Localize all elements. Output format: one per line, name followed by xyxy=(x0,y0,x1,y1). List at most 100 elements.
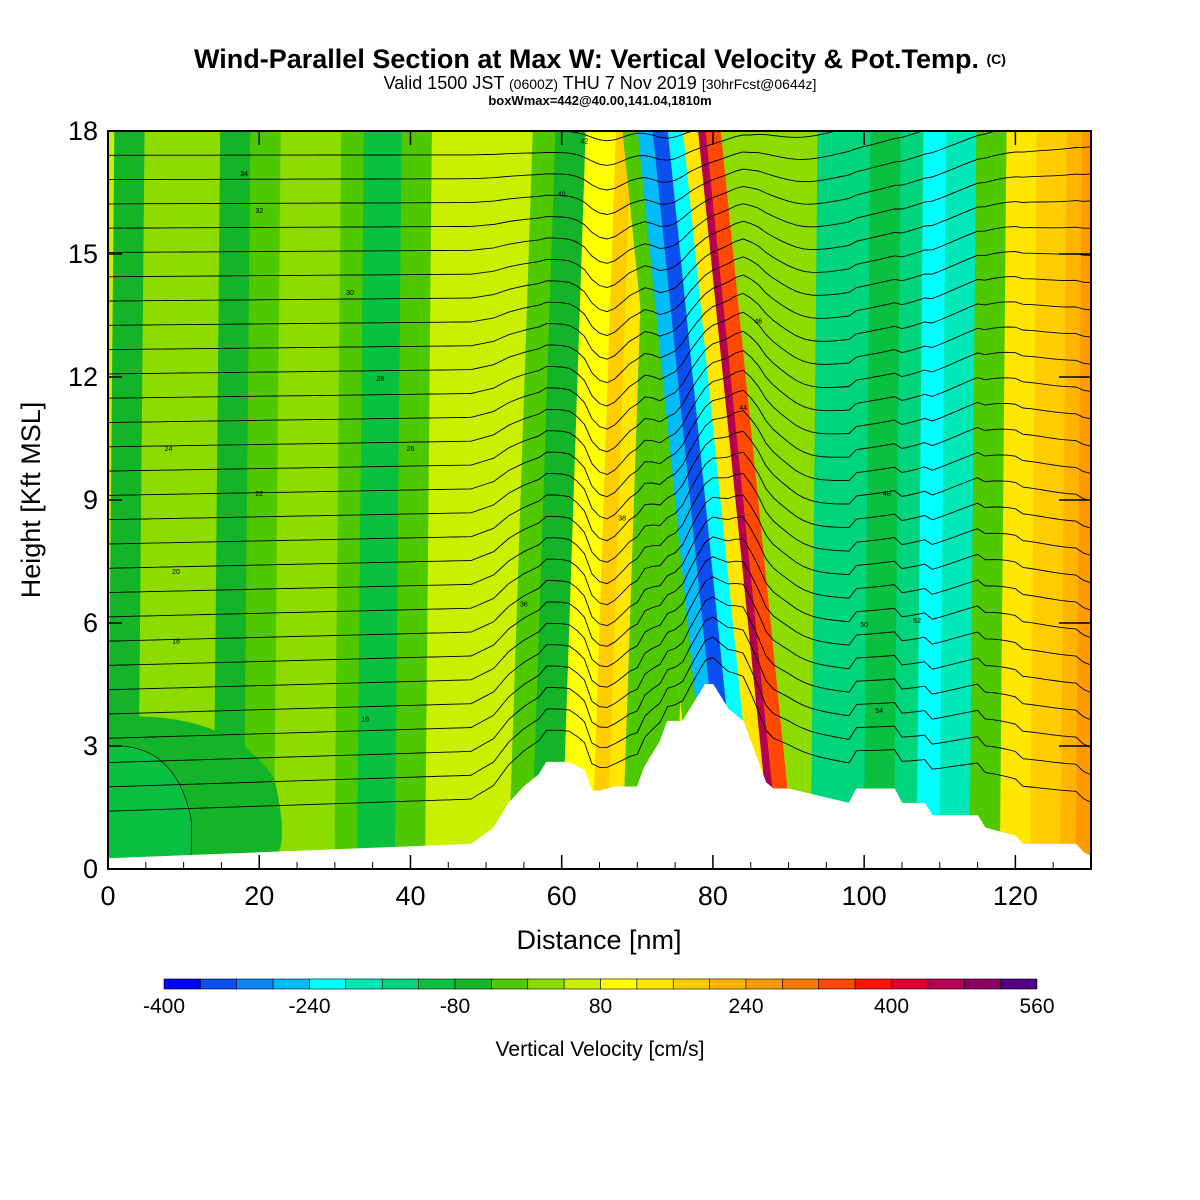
velocity-band xyxy=(720,131,819,869)
theta-contour xyxy=(108,556,1091,691)
velocity-field xyxy=(108,131,1091,869)
y-tick-label: 3 xyxy=(83,731,98,761)
x-tick-label: 120 xyxy=(993,881,1038,911)
theta-contour-label: 40 xyxy=(558,192,566,199)
terrain-mask xyxy=(108,684,1091,869)
chart-title-main: Wind-Parallel Section at Max W: Vertical… xyxy=(194,44,979,74)
terrain xyxy=(108,684,1091,869)
x-axis: 0 20 40 60 80 100 120 xyxy=(100,131,1054,911)
theta-contour xyxy=(108,536,1091,666)
chart-title: Wind-Parallel Section at Max W: Vertical… xyxy=(0,44,1200,74)
colorbar-swatch xyxy=(672,978,710,990)
theta-contour xyxy=(108,516,1091,642)
theta-contour-label: 42 xyxy=(580,138,588,145)
y-tick-label: 9 xyxy=(83,485,98,515)
theta-contour xyxy=(108,576,1091,715)
theta-contour-label: 22 xyxy=(255,491,263,498)
theta-contour-label: 18 xyxy=(172,639,180,646)
theta-contour-label: 30 xyxy=(346,290,354,297)
velocity-band xyxy=(357,131,403,869)
theta-contour-label: 34 xyxy=(240,171,248,178)
colorbar-title: Vertical Velocity [cm/s] xyxy=(495,1038,705,1061)
theta-contour xyxy=(108,430,1091,545)
theta-contour xyxy=(108,410,1091,521)
theta-contour-label: 26 xyxy=(407,446,415,453)
x-tick-label: 0 xyxy=(100,881,115,911)
theta-contour-label: 20 xyxy=(172,569,180,576)
colorbar-swatch xyxy=(527,978,565,990)
velocity-band xyxy=(485,131,534,869)
colorbar-swatch xyxy=(163,978,201,990)
velocity-band xyxy=(652,131,744,869)
velocity-band xyxy=(455,131,494,869)
colorbar-swatch xyxy=(782,978,820,990)
x-tick-label: 100 xyxy=(842,881,887,911)
box-info: boxWmax=442@40.00,141.04,1810m xyxy=(488,93,712,108)
velocity-band xyxy=(606,131,648,869)
velocity-band xyxy=(213,131,252,869)
colorbar-swatch xyxy=(854,978,892,990)
chart-subtitle: Valid 1500 JST (0600Z) THU 7 Nov 2019 [3… xyxy=(0,74,1200,94)
theta-contour xyxy=(108,293,1091,384)
theta-contour-label: 32 xyxy=(255,208,263,215)
y-axis-label: Height [Kft MSL] xyxy=(16,402,46,599)
colorbar-swatch xyxy=(236,978,274,990)
velocity-band xyxy=(530,131,587,869)
velocity-band xyxy=(334,131,365,869)
velocity-band xyxy=(939,131,978,869)
x-tick-label: 80 xyxy=(698,881,728,911)
colorbar-tick-label: 240 xyxy=(728,995,763,1018)
valid-forecast: [30hrFcst@0644z] xyxy=(701,76,817,92)
colorbar-swatch xyxy=(891,978,929,990)
colorbar-swatch xyxy=(927,978,965,990)
colorbar-swatch xyxy=(600,978,638,990)
colorbar: -400 -240 -80 80 240 400 560 xyxy=(143,978,1055,1018)
theta-contour-label: 48 xyxy=(883,491,891,498)
theta-contour xyxy=(108,131,695,142)
velocity-band xyxy=(863,131,902,869)
velocity-band xyxy=(591,131,633,869)
theta-contour xyxy=(108,131,924,191)
colorbar-swatch xyxy=(745,978,783,990)
y-tick-label: 15 xyxy=(68,239,98,269)
theta-contour xyxy=(108,350,1091,453)
velocity-band xyxy=(137,131,184,869)
velocity-band xyxy=(999,131,1038,869)
theta-contour xyxy=(108,14,1091,117)
velocity-band xyxy=(916,131,948,869)
colorbar-swatch xyxy=(709,978,747,990)
velocity-band xyxy=(175,131,222,869)
y-tick-label: 6 xyxy=(83,608,98,638)
theta-contour xyxy=(108,200,1091,288)
colorbar-tick-label: 80 xyxy=(589,995,612,1018)
velocity-band xyxy=(394,131,433,869)
theta-contour-label: 38 xyxy=(618,516,626,523)
theta-contour-label: 24 xyxy=(165,446,173,453)
lowlevel-core xyxy=(108,745,192,860)
colorbar-swatch xyxy=(963,978,1001,990)
theta-contour xyxy=(108,596,1091,739)
theta-contour-label: 52 xyxy=(913,618,921,625)
theta-contour-label: 36 xyxy=(520,602,528,609)
theta-contour-label: 50 xyxy=(860,622,868,629)
theta-contour-label: 16 xyxy=(361,716,369,723)
colorbar-swatch xyxy=(454,978,492,990)
valid-date: THU 7 Nov 2019 xyxy=(562,73,697,93)
colorbar-swatch xyxy=(272,978,310,990)
velocity-band xyxy=(243,131,282,869)
x-axis-label: Distance [nm] xyxy=(516,925,681,955)
theta-contour xyxy=(108,494,1091,618)
x-tick-label: 60 xyxy=(547,881,577,911)
theta-contour xyxy=(108,451,1091,569)
velocity-band xyxy=(698,131,782,869)
velocity-band xyxy=(810,131,842,869)
theta-contour-label: 44 xyxy=(739,405,747,412)
colorbar-tick-label: -80 xyxy=(440,995,470,1018)
theta-contour xyxy=(108,274,1091,360)
theta-contour xyxy=(108,656,1091,812)
theta-contour-label: 28 xyxy=(376,376,384,383)
velocity-band xyxy=(508,131,557,869)
theta-contour xyxy=(108,131,839,166)
